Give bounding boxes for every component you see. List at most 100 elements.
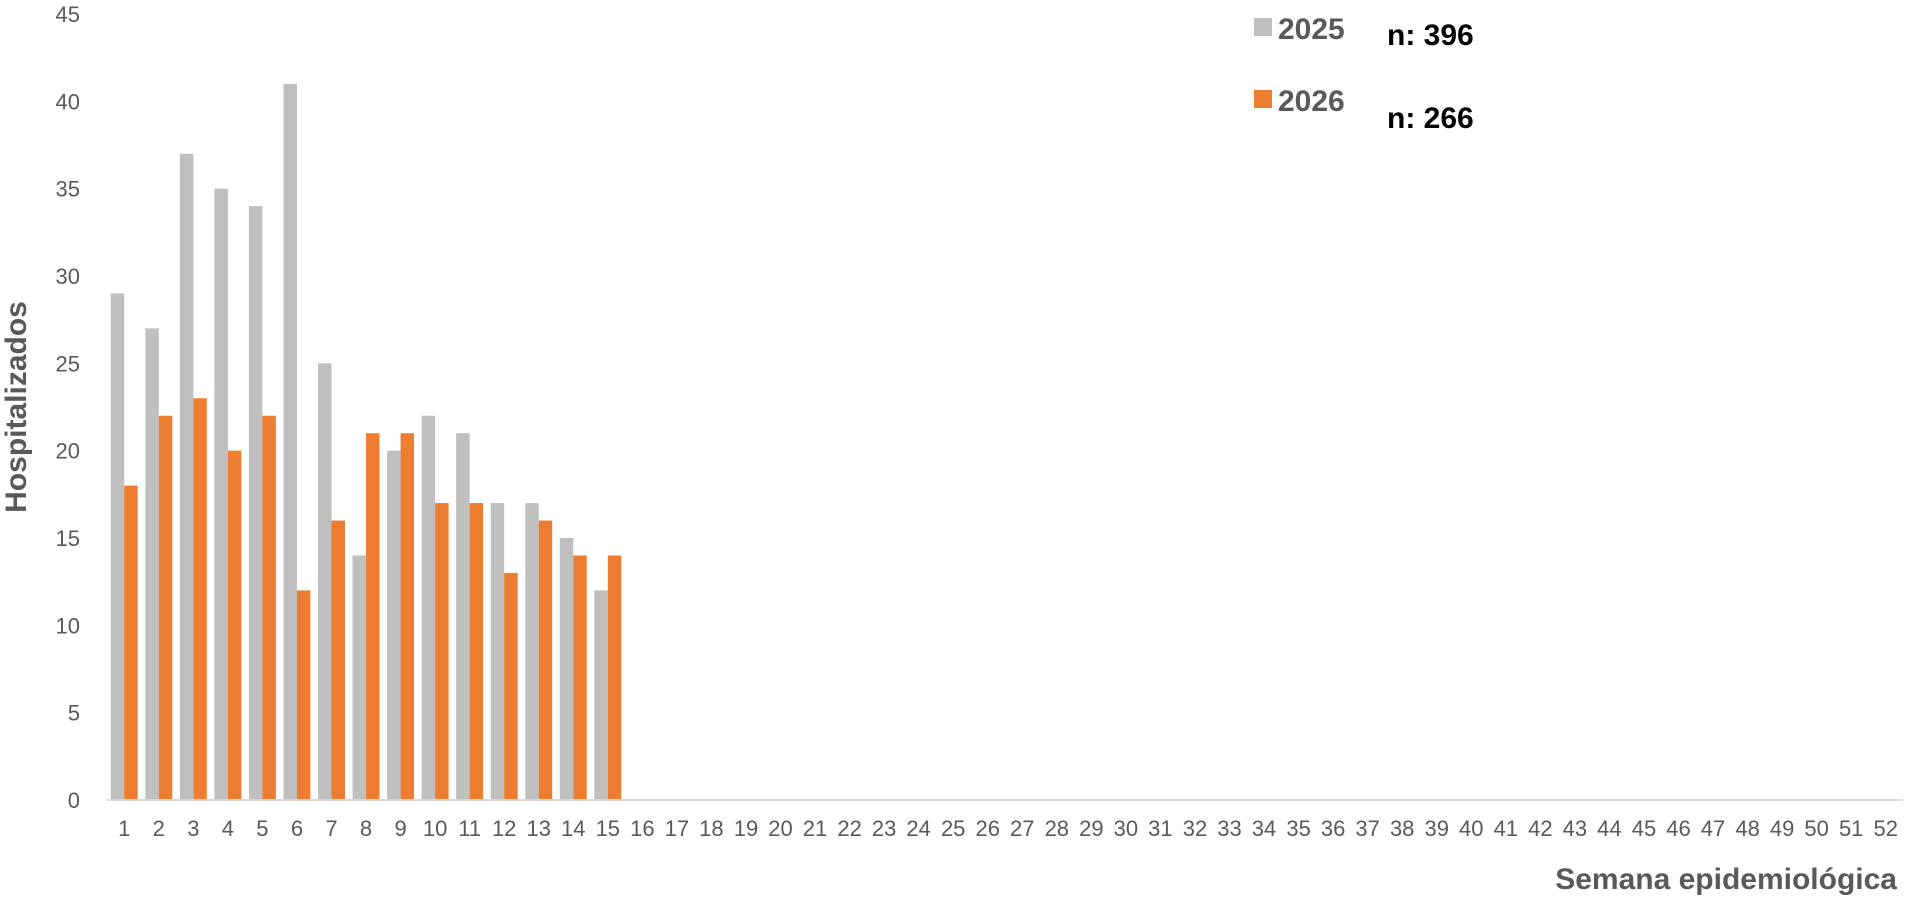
bar-2026-week-3	[193, 398, 207, 800]
legend: 2025 n: 396 2026 n: 266	[1254, 13, 1474, 135]
y-axis-title: Hospitalizados	[0, 301, 33, 513]
bar-2025-week-8	[352, 555, 367, 800]
bar-2026-week-5	[262, 415, 276, 800]
x-tick-label: 38	[1390, 816, 1414, 841]
x-tick-label: 27	[1010, 816, 1034, 841]
x-tick-label: 39	[1424, 816, 1448, 841]
bar-2026-week-12	[504, 572, 518, 800]
y-tick-label: 35	[56, 177, 80, 202]
bar-2025-week-2	[145, 328, 159, 800]
x-tick-label: 45	[1632, 816, 1656, 841]
bar-2026-week-6	[296, 590, 311, 800]
legend-swatch-2025	[1254, 18, 1272, 36]
x-tick-label: 52	[1873, 816, 1897, 841]
x-tick-label: 29	[1079, 816, 1103, 841]
x-tick-label: 26	[975, 816, 999, 841]
x-tick-label: 12	[492, 816, 516, 841]
y-tick-label: 25	[56, 351, 80, 376]
x-tick-label: 33	[1217, 816, 1241, 841]
x-tick-label: 17	[665, 816, 689, 841]
x-tick-label: 46	[1666, 816, 1690, 841]
x-tick-label: 21	[803, 816, 827, 841]
x-tick-label: 15	[596, 816, 620, 841]
x-tick-label: 31	[1148, 816, 1172, 841]
bar-2026-week-8	[366, 433, 380, 800]
x-tick-label: 25	[941, 816, 965, 841]
x-tick-label: 47	[1701, 816, 1725, 841]
y-tick-label: 15	[56, 526, 80, 551]
bar-2026-week-11	[469, 503, 484, 800]
x-tick-label: 10	[423, 816, 447, 841]
x-tick-label: 34	[1252, 816, 1276, 841]
y-tick-label: 0	[68, 788, 80, 813]
x-tick-label: 14	[561, 816, 585, 841]
bar-2026-week-9	[400, 433, 415, 800]
y-tick-label: 20	[56, 439, 80, 464]
x-tick-label: 3	[187, 816, 199, 841]
x-tick-label: 19	[734, 816, 758, 841]
x-tick-label: 4	[222, 816, 234, 841]
bar-2026-week-1	[124, 485, 138, 800]
bar-2026-week-10	[435, 503, 449, 800]
x-tick-label: 48	[1735, 816, 1759, 841]
y-tick-label: 40	[56, 89, 80, 114]
x-tick-label: 5	[256, 816, 268, 841]
x-axis-ticks: 1 2 3 4 5 6 7 8 9 10 11 12 13 14 15 16 17 18 19 20 21 22 23 24 2…	[118, 816, 1898, 841]
x-tick-label: 36	[1321, 816, 1345, 841]
bars	[110, 83, 622, 801]
bar-2025-week-4	[214, 188, 228, 801]
bar-2025-week-5	[248, 206, 263, 800]
x-tick-label: 9	[394, 816, 406, 841]
x-tick-label: 2	[153, 816, 165, 841]
x-tick-label: 35	[1286, 816, 1310, 841]
x-tick-label: 13	[526, 816, 550, 841]
x-tick-label: 51	[1839, 816, 1863, 841]
x-tick-label: 7	[325, 816, 337, 841]
y-axis-ticks: 0 5 10 15 20 25 30 35 40 45	[56, 2, 80, 813]
x-tick-label: 1	[118, 816, 130, 841]
x-tick-label: 23	[872, 816, 896, 841]
y-tick-label: 45	[56, 2, 80, 27]
x-tick-label: 28	[1045, 816, 1069, 841]
bar-2025-week-15	[594, 590, 608, 800]
x-tick-label: 24	[906, 816, 930, 841]
x-tick-label: 42	[1528, 816, 1552, 841]
x-tick-label: 49	[1770, 816, 1794, 841]
bar-2025-week-14	[559, 538, 574, 800]
x-tick-label: 6	[291, 816, 303, 841]
x-tick-label: 32	[1183, 816, 1207, 841]
x-axis-title: Semana epidemiológica	[1555, 863, 1897, 896]
x-tick-label: 30	[1114, 816, 1138, 841]
bar-2026-week-4	[227, 450, 242, 800]
bar-2026-week-15	[607, 555, 622, 800]
bar-2025-week-11	[456, 433, 470, 800]
bar-2026-week-14	[573, 555, 587, 800]
x-tick-label: 50	[1804, 816, 1828, 841]
bar-2025-week-12	[490, 503, 505, 800]
x-tick-label: 11	[458, 816, 481, 841]
legend-swatch-2026	[1254, 90, 1272, 108]
x-tick-label: 20	[768, 816, 792, 841]
bar-2025-week-3	[179, 153, 194, 801]
y-tick-label: 10	[56, 613, 80, 638]
bar-2026-week-2	[158, 415, 173, 800]
legend-count-2025: n: 396	[1387, 19, 1474, 52]
legend-label-2025: 2025	[1278, 13, 1345, 46]
legend-label-2026: 2026	[1278, 85, 1345, 118]
x-tick-label: 8	[360, 816, 372, 841]
legend-count-2026: n: 266	[1387, 102, 1474, 135]
x-tick-label: 18	[699, 816, 723, 841]
x-tick-label: 16	[630, 816, 654, 841]
y-tick-label: 5	[68, 701, 80, 726]
bar-2025-week-10	[421, 415, 436, 800]
bar-2025-week-1	[110, 293, 125, 800]
bar-2025-week-6	[283, 83, 297, 801]
x-tick-label: 40	[1459, 816, 1483, 841]
bar-2026-week-7	[331, 520, 345, 800]
bar-2025-week-7	[318, 363, 332, 800]
x-tick-label: 37	[1355, 816, 1379, 841]
x-tick-label: 22	[837, 816, 861, 841]
x-tick-label: 43	[1563, 816, 1587, 841]
y-tick-label: 30	[56, 264, 80, 289]
